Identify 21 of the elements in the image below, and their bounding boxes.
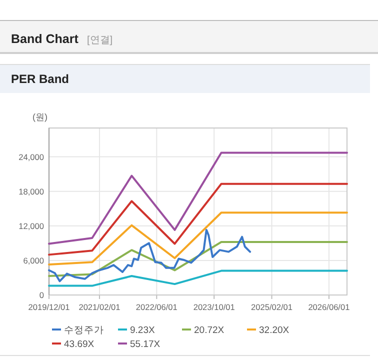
y-tick-label: 0	[39, 290, 44, 300]
x-tick-label: 2022/06/01	[136, 302, 178, 312]
y-tick-label: 24,000	[18, 152, 44, 162]
y-tick-label: 18,000	[18, 186, 44, 196]
legend-label: 55.17X	[130, 339, 161, 350]
legend-label: 수정주가	[64, 325, 104, 336]
x-tick-label: 2025/02/01	[250, 302, 293, 312]
chart-subtitle: [연결]	[87, 35, 113, 46]
x-tick-label: 2021/02/01	[78, 302, 121, 312]
y-axis-title: (원)	[32, 112, 48, 122]
y-tick-label: 12,000	[18, 220, 44, 231]
text: PER Band	[11, 72, 70, 86]
y-tick-label: 6,000	[23, 255, 44, 266]
x-tick-label: 2026/06/01	[308, 302, 350, 312]
legend-label: 43.69X	[64, 339, 95, 350]
legend-label: 9.23X	[130, 325, 156, 336]
legend-label: 20.72X	[194, 325, 225, 336]
x-tick-label: 2019/12/01	[28, 302, 70, 312]
chart-title: Band Chart	[11, 32, 80, 46]
legend-label: 32.20X	[259, 325, 290, 336]
x-tick-label: 2023/10/01	[193, 302, 236, 312]
